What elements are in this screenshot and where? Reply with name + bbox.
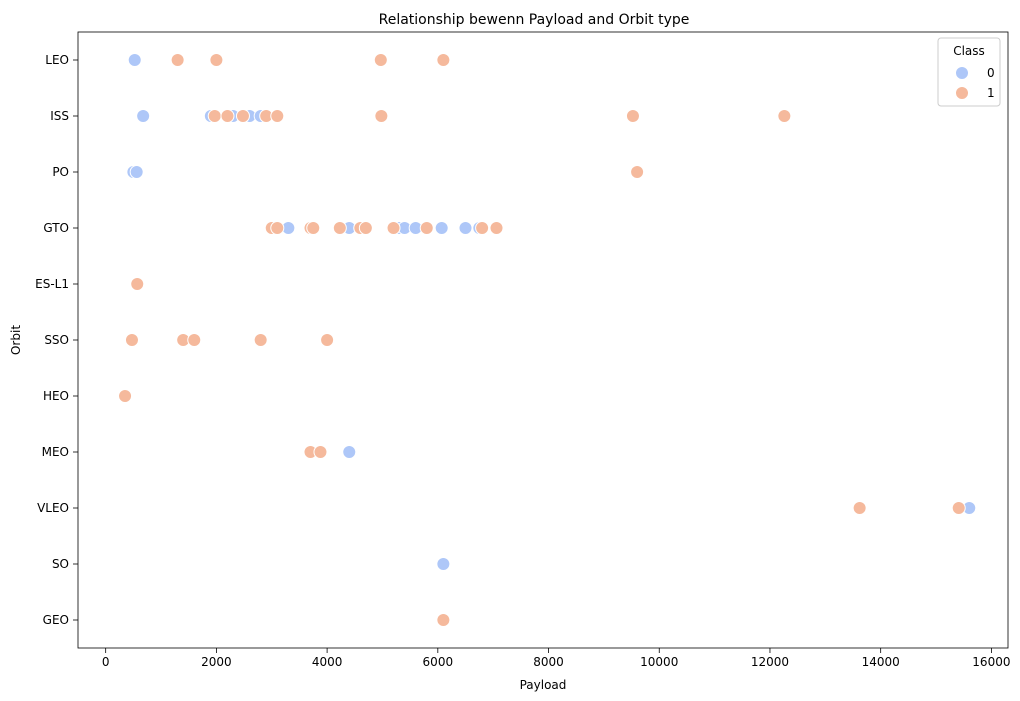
- legend: Class 0 1: [937, 37, 1001, 107]
- ticks-layer: 0 2000 4000 6000 8000 10000 12000 14000 16000 LEO…: [35, 53, 1010, 669]
- data-point-class-1: [118, 389, 133, 403]
- data-point-class-1: [253, 333, 268, 347]
- y-tick-label: SO: [52, 557, 69, 571]
- x-tick-label: 10000: [640, 655, 678, 669]
- x-axis-label: Payload: [520, 678, 567, 692]
- x-tick-label: 0: [102, 655, 110, 669]
- data-point-class-0: [127, 53, 142, 67]
- data-point-class-1: [852, 501, 867, 515]
- legend-label-0: 0: [987, 66, 995, 80]
- data-point-class-1: [220, 109, 235, 123]
- y-axis-label: Orbit: [9, 325, 23, 355]
- data-point-class-1: [489, 221, 504, 235]
- data-point-class-0: [342, 445, 357, 459]
- y-tick-label: GEO: [43, 613, 69, 627]
- points-layer: [118, 53, 977, 627]
- data-point-class-1: [373, 53, 388, 67]
- x-tick-label: 6000: [423, 655, 454, 669]
- y-tick-label: VLEO: [37, 501, 69, 515]
- data-point-class-1: [270, 109, 285, 123]
- data-point-class-1: [124, 333, 139, 347]
- x-tick-label: 2000: [201, 655, 232, 669]
- data-point-class-1: [270, 221, 285, 235]
- data-point-class-0: [436, 557, 451, 571]
- data-point-class-1: [436, 53, 451, 67]
- legend-box: [937, 37, 1001, 107]
- x-tick-label: 14000: [862, 655, 900, 669]
- y-tick-label: HEO: [43, 389, 69, 403]
- data-point-class-1: [374, 109, 389, 123]
- x-tick-label: 4000: [312, 655, 343, 669]
- chart-title: Relationship bewenn Payload and Orbit ty…: [379, 12, 690, 28]
- y-tick-label: MEO: [42, 445, 69, 459]
- data-point-class-1: [207, 109, 222, 123]
- data-point-class-0: [129, 165, 144, 179]
- data-point-class-1: [358, 221, 373, 235]
- x-tick-label: 16000: [972, 655, 1010, 669]
- y-tick-label: ES-L1: [35, 277, 69, 291]
- data-point-class-1: [475, 221, 490, 235]
- data-point-class-1: [777, 109, 792, 123]
- x-tick-label: 8000: [533, 655, 564, 669]
- data-point-class-1: [313, 445, 328, 459]
- data-point-class-1: [419, 221, 434, 235]
- data-point-class-1: [306, 221, 321, 235]
- legend-marker-1: [955, 86, 969, 100]
- data-point-class-1: [209, 53, 224, 67]
- data-point-class-1: [386, 221, 401, 235]
- data-point-class-0: [136, 109, 151, 123]
- data-point-class-1: [630, 165, 645, 179]
- y-tick-label: GTO: [43, 221, 69, 235]
- data-point-class-0: [458, 221, 473, 235]
- data-point-class-1: [187, 333, 202, 347]
- y-tick-label: LEO: [45, 53, 69, 67]
- data-point-class-1: [332, 221, 347, 235]
- data-point-class-1: [130, 277, 145, 291]
- y-tick-label: PO: [52, 165, 69, 179]
- data-point-class-1: [170, 53, 185, 67]
- data-point-class-1: [951, 501, 966, 515]
- data-point-class-1: [235, 109, 250, 123]
- legend-marker-0: [955, 66, 969, 80]
- y-tick-label: ISS: [50, 109, 69, 123]
- y-tick-label: SSO: [44, 333, 69, 347]
- legend-label-1: 1: [987, 86, 995, 100]
- data-point-class-1: [320, 333, 335, 347]
- x-tick-label: 12000: [751, 655, 789, 669]
- data-point-class-1: [436, 613, 451, 627]
- data-point-class-0: [434, 221, 449, 235]
- data-point-class-1: [625, 109, 640, 123]
- legend-title: Class: [953, 44, 985, 58]
